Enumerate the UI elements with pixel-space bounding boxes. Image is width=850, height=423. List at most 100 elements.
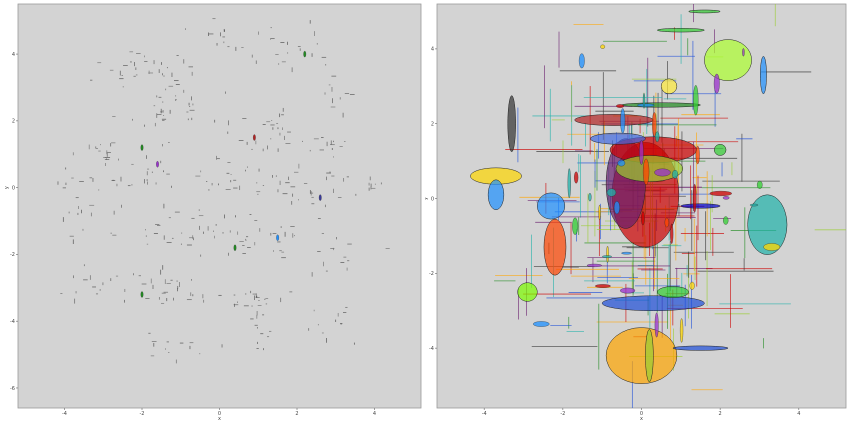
uncertainty-ellipse	[595, 284, 611, 288]
uncertainty-ellipse	[574, 171, 579, 184]
uncertainty-ellipse	[543, 218, 567, 276]
uncertainty-ellipse	[723, 216, 729, 225]
highlight-point	[303, 50, 307, 58]
plot-marks	[57, 18, 390, 364]
uncertainty-ellipse	[617, 159, 626, 167]
y-tick-label: -4	[429, 346, 434, 352]
uncertainty-ellipse	[654, 168, 671, 177]
uncertainty-ellipse	[672, 169, 678, 179]
uncertainty-ellipse	[664, 217, 670, 228]
uncertainty-ellipse	[590, 132, 646, 145]
uncertainty-ellipse	[760, 56, 767, 95]
uncertainty-ellipse	[749, 203, 759, 207]
y-tick-label: 4	[12, 52, 15, 58]
uncertainty-ellipse	[680, 203, 721, 209]
x-tick-label: -4	[62, 411, 67, 417]
uncertainty-ellipse	[605, 327, 678, 384]
uncertainty-ellipse	[613, 201, 620, 215]
uncertainty-ellipse	[533, 321, 550, 327]
y-tick-label: -6	[10, 386, 15, 392]
uncertainty-ellipse	[517, 282, 538, 302]
x-tick-label: 4	[373, 411, 376, 417]
uncertainty-ellipse	[572, 217, 579, 235]
uncertainty-ellipse	[655, 131, 660, 143]
uncertainty-ellipse	[598, 204, 601, 221]
uncertainty-ellipse	[689, 281, 695, 290]
uncertainty-ellipse	[747, 194, 788, 255]
uncertainty-ellipse	[567, 168, 571, 199]
uncertainty-ellipse	[695, 145, 700, 165]
uncertainty-ellipse	[670, 223, 674, 244]
highlight-point	[140, 144, 144, 151]
uncertainty-ellipse	[654, 312, 659, 338]
uncertainty-ellipse	[693, 85, 699, 116]
highlight-point	[318, 194, 322, 201]
uncertainty-ellipse	[588, 193, 592, 202]
y-tick-label: 0	[431, 196, 434, 202]
uncertainty-ellipse	[637, 103, 655, 107]
uncertainty-ellipse	[507, 95, 516, 153]
highlight-point	[233, 244, 237, 251]
uncertainty-ellipse	[620, 108, 626, 134]
y-axis-label: y	[4, 186, 10, 189]
plot-area	[17, 3, 422, 409]
uncertainty-ellipse	[656, 286, 689, 298]
uncertainty-ellipse	[606, 245, 609, 263]
highlight-point	[253, 134, 256, 141]
uncertainty-ellipse	[656, 28, 705, 33]
uncertainty-ellipse	[642, 158, 650, 186]
uncertainty-ellipse	[620, 287, 636, 294]
left-scatter-chart: -4 -2 0 2 4 4 2 0 -2 -4 -6 x y	[4, 3, 422, 422]
y-tick-label: 2	[431, 122, 434, 128]
uncertainty-ellipse	[742, 48, 745, 57]
x-axis-label: x	[218, 416, 221, 422]
y-tick-label: 4	[431, 47, 434, 53]
uncertainty-ellipse	[601, 295, 705, 311]
uncertainty-ellipse	[606, 188, 617, 197]
uncertainty-ellipse	[713, 73, 720, 94]
x-tick-label: 2	[719, 411, 722, 417]
uncertainty-ellipse	[763, 243, 781, 251]
uncertainty-ellipse	[709, 190, 732, 197]
uncertainty-ellipse	[692, 183, 697, 213]
uncertainty-ellipse	[600, 44, 606, 49]
uncertainty-ellipse	[756, 180, 763, 189]
x-tick-label: 0	[640, 411, 643, 417]
uncertainty-ellipse	[704, 39, 752, 81]
uncertainty-ellipse	[680, 318, 684, 343]
y-tick-label: -4	[10, 319, 15, 325]
uncertainty-ellipse	[616, 104, 625, 108]
uncertainty-ellipse	[586, 263, 602, 268]
uncertainty-ellipse	[652, 112, 657, 137]
y-axis-label: y	[425, 197, 429, 200]
right-ellipse-chart: -4 -2 0 2 4 4 2 0 -2 -4 x y	[425, 3, 847, 422]
uncertainty-ellipse	[641, 211, 645, 226]
uncertainty-ellipse	[621, 251, 632, 255]
x-tick-label: 0	[218, 411, 221, 417]
y-tick-label: -2	[429, 271, 434, 277]
y-tick-label: -2	[10, 252, 15, 258]
x-tick-label: -2	[140, 411, 145, 417]
plot-marks	[470, 4, 846, 408]
uncertainty-ellipse	[639, 140, 644, 165]
uncertainty-ellipse	[714, 144, 727, 156]
highlight-point	[156, 161, 159, 168]
uncertainty-ellipse	[672, 345, 729, 351]
uncertainty-ellipse	[722, 196, 730, 200]
uncertainty-ellipse	[642, 93, 646, 109]
uncertainty-ellipse	[621, 102, 701, 108]
x-tick-label: 2	[295, 411, 298, 417]
uncertainty-ellipse	[487, 179, 505, 210]
highlight-point	[140, 291, 144, 298]
x-tick-label: 4	[797, 411, 800, 417]
uncertainty-ellipse	[615, 155, 684, 182]
uncertainty-ellipse	[578, 53, 585, 69]
x-axis-label: x	[640, 416, 643, 422]
uncertainty-ellipse	[574, 114, 654, 126]
uncertainty-ellipse	[537, 192, 566, 220]
highlight-point	[276, 234, 279, 241]
uncertainty-ellipse	[602, 255, 612, 258]
x-tick-label: -2	[560, 411, 565, 417]
x-tick-label: -4	[482, 411, 487, 417]
